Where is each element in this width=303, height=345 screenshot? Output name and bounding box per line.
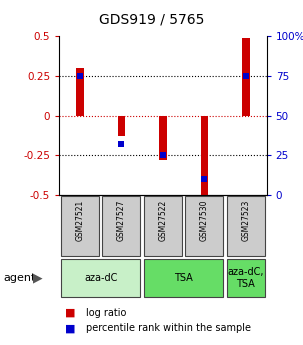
Bar [201, 116, 208, 198]
Bar [61, 196, 99, 256]
Text: GSM27523: GSM27523 [241, 200, 250, 241]
Bar [159, 116, 167, 160]
Text: GDS919 / 5765: GDS919 / 5765 [99, 13, 204, 27]
Bar [144, 196, 182, 256]
Bar [227, 196, 265, 256]
Bar [76, 68, 84, 116]
Text: ▶: ▶ [33, 271, 43, 284]
Bar [118, 116, 125, 136]
Text: GSM27522: GSM27522 [158, 200, 167, 241]
Text: log ratio: log ratio [86, 308, 127, 318]
Text: ■: ■ [65, 324, 76, 333]
Text: GSM27527: GSM27527 [117, 200, 126, 241]
Bar [61, 259, 141, 297]
Bar [185, 196, 224, 256]
Bar [102, 196, 141, 256]
Text: GSM27530: GSM27530 [200, 200, 209, 242]
Text: ■: ■ [65, 308, 76, 318]
Text: GSM27521: GSM27521 [75, 200, 84, 241]
Bar [227, 259, 265, 297]
Text: aza-dC,
TSA: aza-dC, TSA [228, 267, 264, 288]
Text: TSA: TSA [174, 273, 193, 283]
Text: aza-dC: aza-dC [84, 273, 117, 283]
Text: percentile rank within the sample: percentile rank within the sample [86, 324, 251, 333]
Bar [144, 259, 224, 297]
Bar [242, 38, 250, 116]
Text: agent: agent [3, 273, 35, 283]
